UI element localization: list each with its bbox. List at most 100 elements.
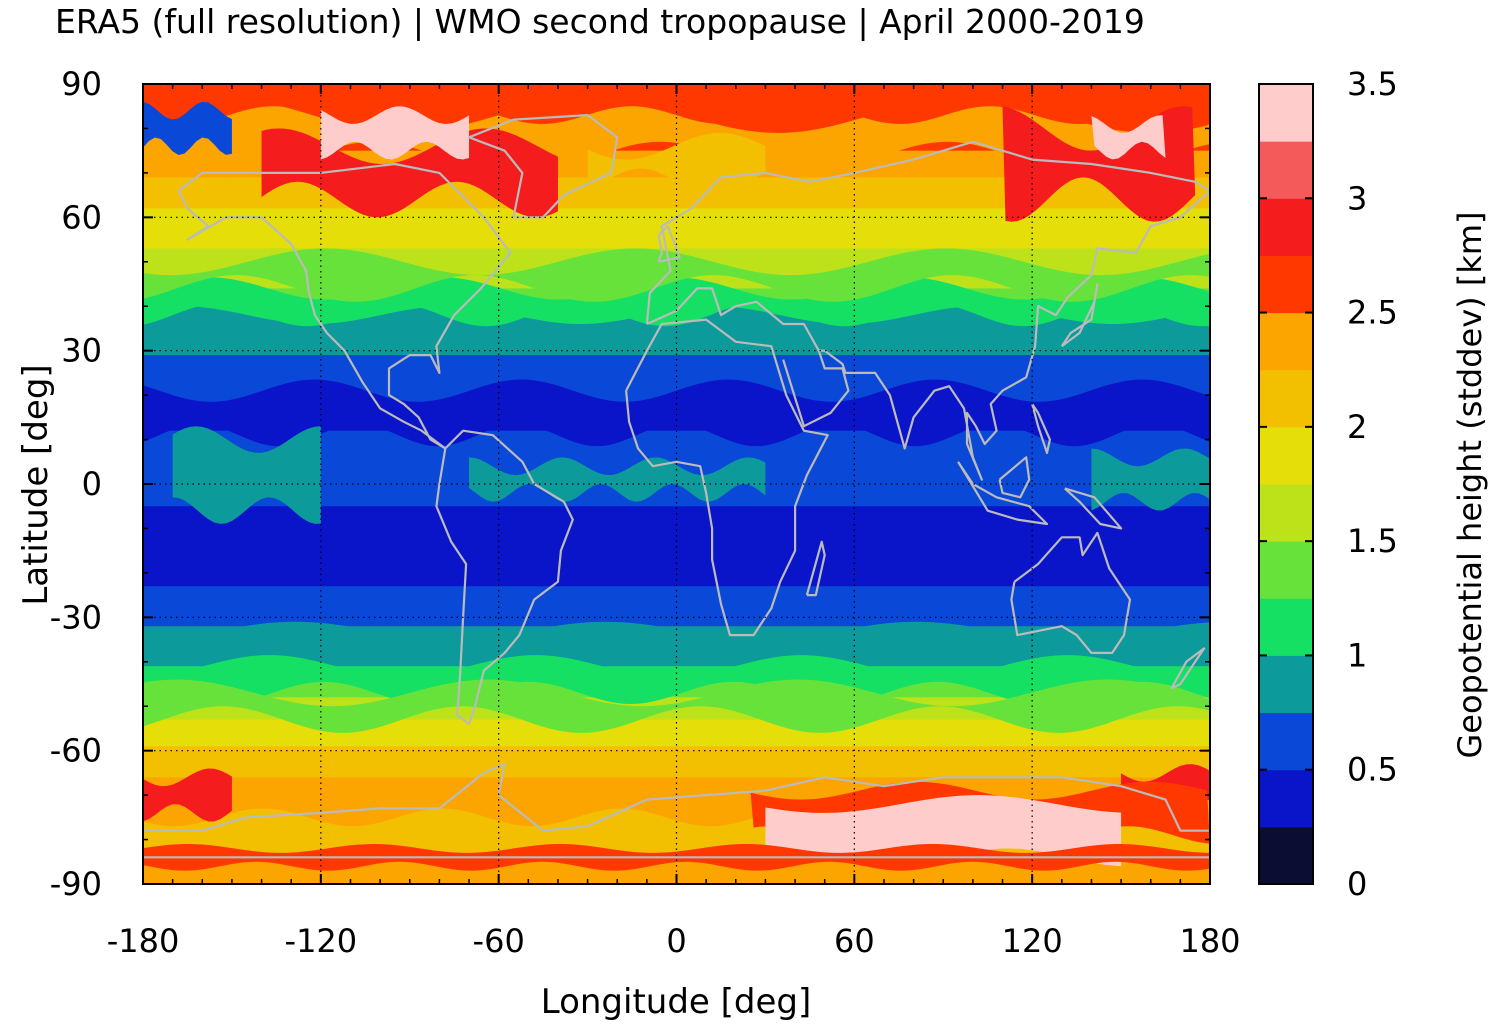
coastline <box>1060 282 1099 348</box>
latitude-band <box>143 501 1210 507</box>
colorbar-swatch <box>1259 769 1313 828</box>
anomaly-patch <box>172 426 321 524</box>
x-tick-label: 0 <box>666 922 686 960</box>
latitude-band <box>143 821 1210 827</box>
latitude-band <box>143 870 1210 876</box>
latitude-band <box>143 235 1210 241</box>
grid-lines <box>143 84 1210 884</box>
coastline <box>1170 647 1206 690</box>
latitude-band <box>143 848 1210 854</box>
y-tick-label: 0 <box>82 465 102 503</box>
coastline <box>1031 403 1051 454</box>
latitude-band <box>143 421 1210 427</box>
colorbar <box>1258 83 1314 885</box>
y-tick-label: -30 <box>50 598 102 636</box>
coastline <box>957 461 1049 526</box>
colorbar-tick-label: 1.5 <box>1347 522 1398 560</box>
x-tick-label: 120 <box>1002 922 1063 960</box>
anomaly-patch <box>143 101 232 155</box>
anomaly-patch <box>291 507 1210 586</box>
colorbar-swatch <box>1259 484 1313 542</box>
anomaly-patch <box>469 457 766 502</box>
anomaly-patch <box>143 621 1210 667</box>
latitude-band <box>143 190 1210 196</box>
colorbar-swatch <box>1259 712 1313 771</box>
latitude-band <box>143 746 1210 752</box>
x-axis-ticks: -180 -120 -60 0 60 120 180 <box>107 84 1241 960</box>
colorbar-swatch <box>1259 369 1313 428</box>
anomaly-patch <box>1091 448 1210 511</box>
colorbar-ticks: 3.5 3 2.5 2 1.5 1 0.5 0 <box>1259 65 1398 903</box>
colorbar-tick-label: 3.5 <box>1347 65 1398 103</box>
latitude-band <box>143 586 1210 592</box>
y-tick-label: 60 <box>61 198 102 236</box>
latitude-band <box>143 608 1210 614</box>
anomaly-patch <box>143 306 1210 351</box>
coastline <box>435 429 574 726</box>
latitude-band <box>143 777 1210 783</box>
anomaly-patch <box>143 768 232 822</box>
x-tick-label: 60 <box>834 922 875 960</box>
latitude-band <box>143 652 1210 658</box>
latitude-band <box>143 221 1210 227</box>
coastline <box>1064 487 1123 530</box>
latitude-band <box>143 350 1210 356</box>
coastline <box>177 162 512 450</box>
colorbar-swatch <box>1259 255 1313 314</box>
latitude-band <box>143 359 1210 365</box>
latitude-band <box>143 755 1210 761</box>
coastline <box>657 225 681 263</box>
latitude-band <box>143 497 1210 503</box>
latitude-band <box>143 381 1210 387</box>
latitude-band <box>143 141 1210 147</box>
colorbar-swatch <box>1259 312 1313 371</box>
latitude-band <box>143 732 1210 738</box>
latitude-band <box>143 710 1210 716</box>
anomaly-patch <box>143 248 1210 302</box>
coastline <box>1010 531 1132 654</box>
latitude-band <box>143 861 1210 867</box>
latitude-band <box>143 372 1210 378</box>
latitude-band <box>143 448 1210 454</box>
latitude-band <box>143 355 1210 361</box>
x-axis-label: Longitude [deg] <box>540 982 812 1022</box>
latitude-band <box>143 430 1210 436</box>
latitude-band <box>143 724 1210 730</box>
latitude-band <box>143 212 1210 218</box>
latitude-band <box>143 564 1210 570</box>
latitude-band <box>143 666 1210 672</box>
colorbar-swatch <box>1259 426 1313 485</box>
latitude-band <box>143 866 1210 872</box>
latitude-band <box>143 768 1210 774</box>
x-tick-label: -60 <box>473 922 525 960</box>
coastline <box>143 762 1210 832</box>
latitude-band <box>143 568 1210 574</box>
x-tick-label: -180 <box>107 922 180 960</box>
latitude-band <box>143 826 1210 832</box>
colorbar-tick-label: 2 <box>1347 408 1367 446</box>
latitude-band <box>143 239 1210 245</box>
coastline <box>998 456 1031 499</box>
x-tick-label: -120 <box>285 922 358 960</box>
latitude-band <box>143 657 1210 663</box>
colorbar-swatch <box>1259 84 1313 142</box>
anomaly-patch <box>587 132 766 196</box>
latitude-band <box>143 217 1210 223</box>
coastline <box>467 114 619 219</box>
latitude-band <box>143 728 1210 734</box>
colorbar-swatch <box>1259 198 1313 256</box>
latitude-band <box>143 457 1210 463</box>
latitude-band <box>143 204 1210 210</box>
latitude-band <box>143 839 1210 845</box>
anomaly-patch <box>765 795 1122 867</box>
coastline <box>625 318 829 637</box>
latitude-band <box>143 435 1210 441</box>
colorbar-label: Geopotential height (stddev) [km] <box>1451 211 1489 759</box>
colorbar-tick-label: 3 <box>1347 179 1367 217</box>
y-tick-label: -90 <box>50 865 102 903</box>
anomaly-patch <box>143 655 1210 704</box>
colorbar-swatch <box>1259 655 1313 714</box>
latitude-band <box>143 697 1210 703</box>
y-axis-label: Latitude [deg] <box>16 364 56 606</box>
latitude-band <box>143 590 1210 596</box>
